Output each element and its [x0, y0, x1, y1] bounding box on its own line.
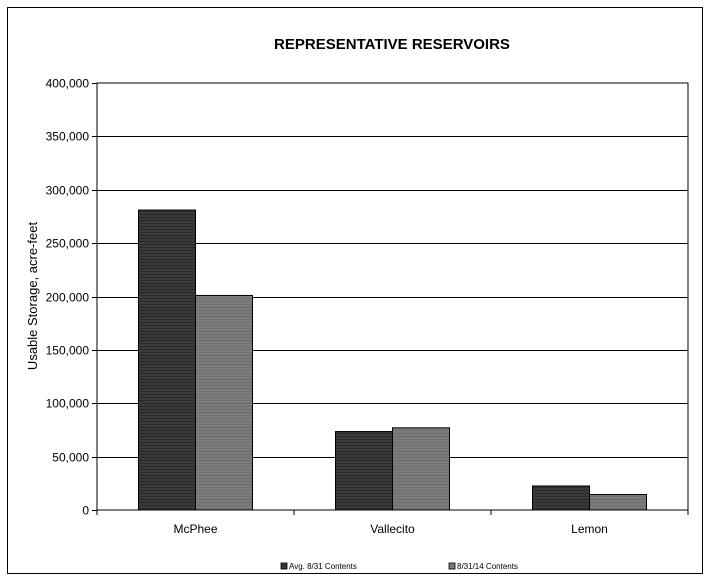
- bar-vallecito-series-1: [335, 431, 393, 511]
- y-tick-label: 50,000: [52, 451, 89, 465]
- y-tick-label: 200,000: [46, 291, 90, 305]
- y-tick-label: 350,000: [46, 130, 90, 144]
- bar-lemon-series-1: [532, 485, 590, 511]
- legend-swatch: [448, 562, 456, 570]
- legend-swatch: [280, 562, 288, 570]
- x-tick-labels: McPhee Vallecito Lemon: [96, 510, 689, 536]
- y-tick-labels: 0 50,000 100,000 150,000 200,000 250,000 300,0…: [46, 77, 90, 518]
- bars: [138, 209, 647, 511]
- bar-mcphee-series-1: [138, 209, 196, 511]
- chart-title: REPRESENTATIVE RESERVOIRS: [274, 36, 510, 53]
- bar-lemon-series-2: [589, 494, 647, 511]
- x-tick-label: Vallecito: [370, 522, 415, 536]
- y-tick-label: 0: [82, 504, 89, 518]
- y-tick-label: 150,000: [46, 344, 90, 358]
- legend: Avg. 8/31 Contents 8/31/14 Contents: [280, 562, 518, 571]
- y-tick-label: 100,000: [46, 397, 90, 411]
- y-tick-label: 250,000: [46, 237, 90, 251]
- bar-mcphee-series-2: [195, 294, 253, 511]
- y-tick-label: 400,000: [46, 77, 90, 91]
- bar-vallecito-series-2: [392, 427, 450, 511]
- legend-label: Avg. 8/31 Contents: [289, 562, 357, 571]
- plot-area: [96, 82, 689, 511]
- x-tick-label: McPhee: [173, 522, 217, 536]
- y-axis-label: Usable Storage, acre-feet: [25, 222, 40, 371]
- y-tick-label: 300,000: [46, 184, 90, 198]
- legend-label: 8/31/14 Contents: [457, 562, 518, 571]
- x-tick-label: Lemon: [571, 522, 608, 536]
